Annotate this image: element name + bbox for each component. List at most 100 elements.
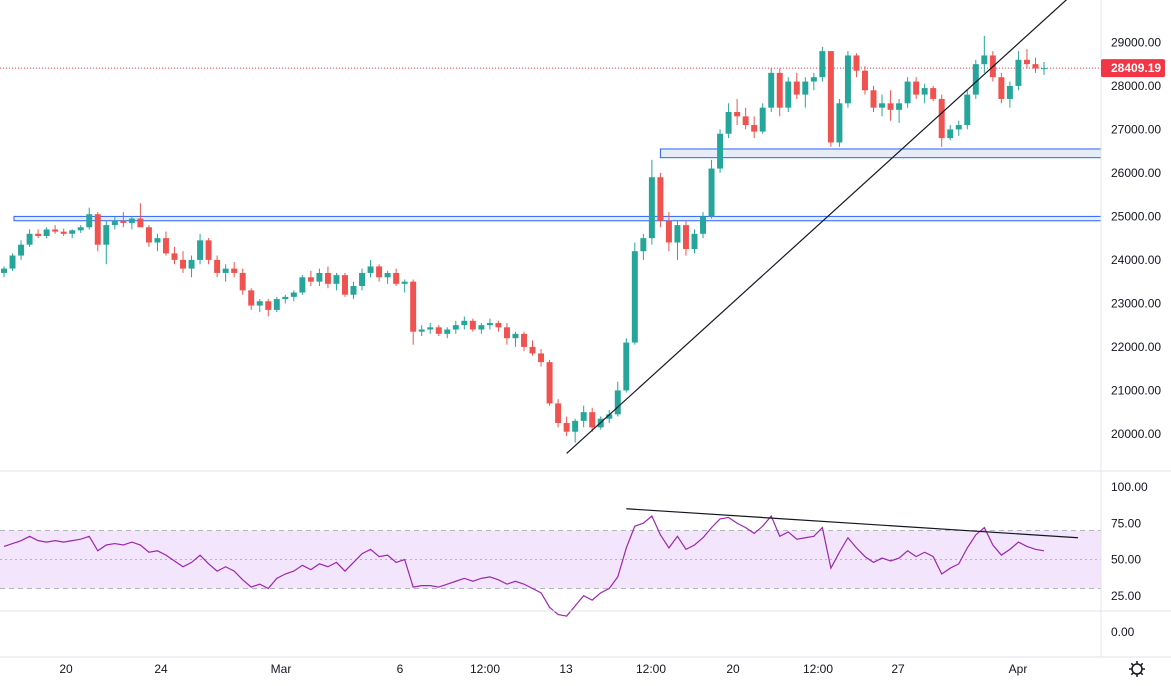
candle-body (197, 240, 204, 260)
candle-body (546, 362, 553, 404)
candle-body (469, 320, 476, 330)
candle (120, 212, 127, 228)
price-tick-label: 26000.00 (1111, 166, 1161, 180)
candle (145, 225, 152, 247)
candle-body (512, 333, 519, 339)
candle-body (128, 218, 135, 223)
price-tick-label: 20000.00 (1111, 427, 1161, 441)
candle (870, 85, 877, 112)
candle (862, 66, 868, 95)
settings-gear-icon[interactable] (1129, 661, 1145, 677)
candle (844, 51, 851, 108)
candle (785, 77, 792, 112)
candle (290, 290, 297, 302)
candle (580, 405, 587, 428)
candle (1032, 57, 1039, 73)
candle-body (674, 225, 681, 243)
rsi-tick-label: 50.00 (1111, 553, 1141, 567)
candle (972, 59, 979, 99)
candle-body (623, 342, 630, 391)
candle (674, 220, 681, 260)
candle-body (665, 220, 672, 243)
candle (879, 94, 886, 117)
candle (1, 266, 7, 278)
candle-body (589, 412, 596, 428)
candle-body (461, 320, 468, 326)
candle (60, 228, 67, 236)
candle-body (768, 72, 775, 108)
time-tick-label: Mar (271, 662, 292, 676)
candle-body (751, 125, 758, 132)
candle (128, 216, 135, 230)
candle-body (273, 299, 280, 310)
candle (393, 268, 400, 286)
candle (955, 120, 962, 136)
candle-body (222, 268, 229, 273)
price-tick-label: 24000.00 (1111, 253, 1161, 267)
candle-body (640, 238, 647, 252)
candle (742, 107, 749, 130)
candle-body (350, 286, 357, 295)
candle-body (401, 281, 408, 284)
candle-body (827, 51, 834, 143)
candle-body (1015, 59, 1022, 86)
candle (555, 399, 562, 428)
candle (998, 72, 1005, 104)
candle (52, 225, 59, 234)
time-tick-label: 12:00 (470, 662, 500, 676)
candle-body (256, 301, 263, 306)
candle (896, 98, 903, 123)
candle-body (1006, 85, 1013, 99)
candle (546, 359, 553, 406)
candle (691, 229, 698, 254)
candle-body (819, 51, 826, 78)
axes (0, 0, 1171, 658)
candle-body (290, 292, 297, 297)
candle-body (904, 81, 911, 104)
candle-body (214, 259, 221, 273)
candle (154, 233, 161, 252)
candle-body (111, 220, 118, 226)
candle-body (495, 322, 502, 328)
support-zone (13, 215, 1102, 222)
candle-body (776, 72, 783, 108)
candle-body (981, 55, 988, 65)
candle-body (52, 229, 59, 232)
time-tick-label: 12:00 (803, 662, 833, 676)
price-pane[interactable] (0, 0, 1102, 454)
candle (981, 35, 988, 73)
candle-body (682, 225, 689, 250)
candle-body (836, 103, 843, 143)
candle-body (955, 125, 962, 130)
candle-body (810, 77, 817, 82)
candle-body (333, 275, 340, 284)
candle (793, 72, 800, 99)
candle (606, 409, 613, 424)
candle (222, 264, 229, 282)
candle (1015, 51, 1022, 91)
rsi-pane[interactable] (0, 508, 1101, 617)
candle (137, 203, 144, 228)
candle-body (1032, 64, 1039, 69)
candle (35, 229, 42, 239)
last-price-tag (1101, 59, 1165, 78)
candle-body (316, 272, 323, 282)
candle-body (870, 90, 877, 108)
candle (503, 322, 510, 345)
candle-body (120, 220, 127, 223)
price-tick-label: 28000.00 (1111, 79, 1161, 93)
candle (938, 94, 945, 147)
candle-body (521, 333, 527, 347)
rsi-tick-label: 25.00 (1111, 589, 1141, 603)
candle (248, 288, 255, 310)
candle (427, 322, 434, 334)
candle-body (938, 98, 945, 139)
candle (700, 212, 706, 239)
candle-body (606, 414, 613, 419)
candle-body (887, 103, 894, 110)
candle-body (1041, 68, 1047, 70)
candle (810, 72, 817, 91)
candle-body (180, 259, 186, 269)
candle (682, 220, 689, 256)
